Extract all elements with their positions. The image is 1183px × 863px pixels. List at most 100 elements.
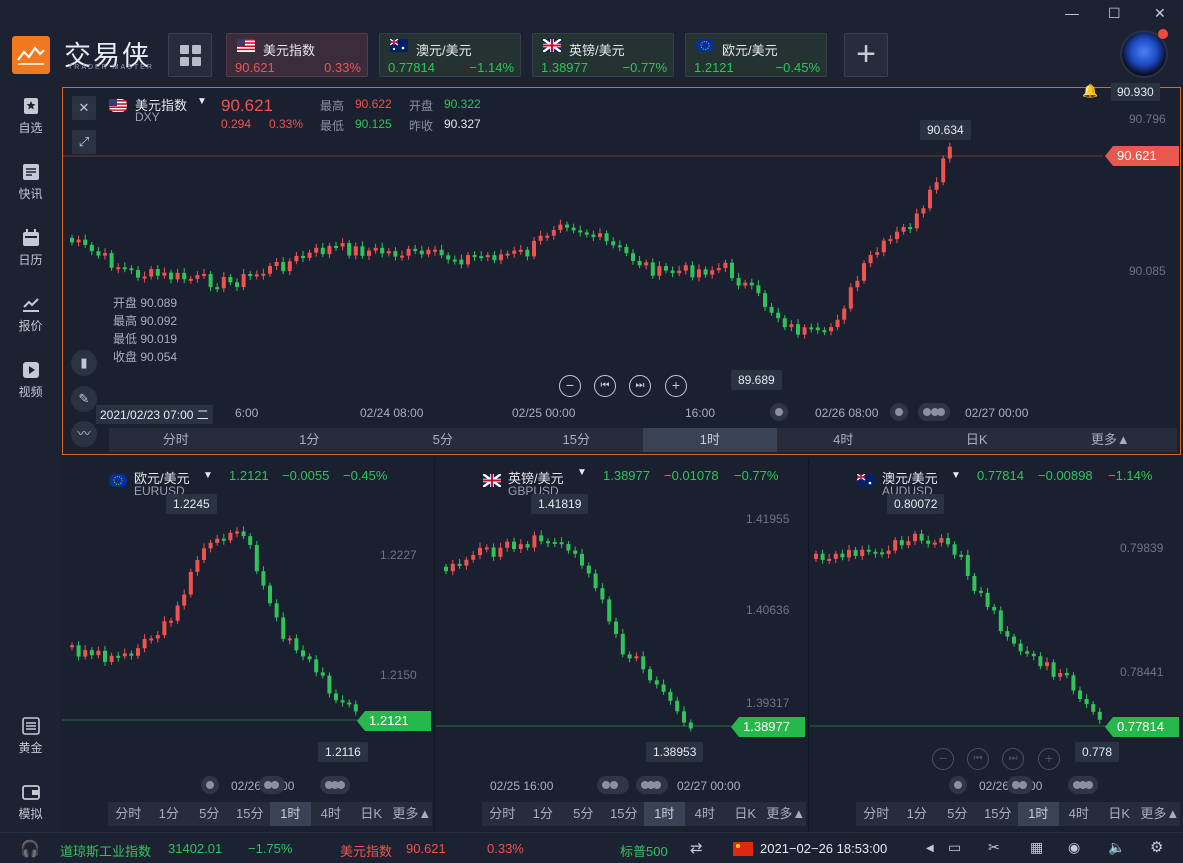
screen-off-icon[interactable]: ▭ xyxy=(948,839,962,855)
period-15m[interactable]: 15分 xyxy=(610,806,638,821)
event-dot-group[interactable] xyxy=(1068,776,1098,794)
period-daily[interactable]: 日K xyxy=(360,806,383,821)
period-4h[interactable]: 4时 xyxy=(833,432,854,447)
sidebar-item-gold[interactable]: 黄金 xyxy=(0,717,61,771)
sidebar-item-news[interactable]: 快讯 xyxy=(0,163,61,217)
zoom-out-button[interactable]: − xyxy=(932,748,954,770)
ticker-dji-name[interactable]: 道琼斯工业指数 xyxy=(60,844,152,859)
period-1h[interactable]: 1时 xyxy=(643,428,777,452)
period-more[interactable]: 更多▲ xyxy=(1090,432,1130,447)
chevron-down-icon[interactable]: ▼ xyxy=(203,470,213,481)
layout-grid-button[interactable] xyxy=(168,33,212,77)
event-dot-group[interactable] xyxy=(597,776,629,794)
rewind-button[interactable]: ⏮ xyxy=(967,748,989,770)
period-1m[interactable]: 1分 xyxy=(532,806,553,821)
instrument-name[interactable]: 欧元/美元 xyxy=(134,471,190,486)
event-dot-group[interactable] xyxy=(1007,776,1033,794)
tab-eurusd[interactable]: 欧元/美元 1.2121 −0.45% xyxy=(685,33,827,77)
instrument-name[interactable]: 英镑/美元 xyxy=(508,471,564,486)
tools-icon[interactable]: ✂ xyxy=(988,839,1000,855)
chevron-down-icon[interactable]: ▼ xyxy=(577,467,587,478)
close-button[interactable]: ✕ xyxy=(1154,5,1166,21)
period-1m[interactable]: 1分 xyxy=(299,432,320,447)
camera-icon[interactable]: ◉ xyxy=(1068,839,1081,855)
zoom-in-button[interactable]: + xyxy=(1038,748,1060,770)
indicator-icon[interactable]: 〰 xyxy=(71,421,97,447)
period-1m[interactable]: 1分 xyxy=(158,806,179,821)
headset-icon[interactable]: 🎧 xyxy=(20,841,40,858)
sidebar-item-quotes[interactable]: 报价 xyxy=(0,295,61,349)
period-5m[interactable]: 5分 xyxy=(432,432,453,447)
event-dot-group[interactable] xyxy=(636,776,668,794)
forward-button[interactable]: ⏭ xyxy=(1002,748,1024,770)
period-more[interactable]: 更多▲ xyxy=(1140,806,1180,821)
period-more[interactable]: 更多▲ xyxy=(392,806,432,821)
period-1m[interactable]: 1分 xyxy=(906,806,927,821)
sidebar-item-watchlist[interactable]: 自选 xyxy=(0,97,61,151)
event-dot-group[interactable] xyxy=(259,776,285,794)
period-15m[interactable]: 15分 xyxy=(236,806,264,821)
sidebar-item-simulation[interactable]: 模拟 xyxy=(0,783,61,837)
expand-icon[interactable]: ⤢ xyxy=(72,130,96,154)
event-dot[interactable] xyxy=(890,403,908,421)
period-timeshare[interactable]: 分时 xyxy=(162,432,189,447)
sidebar-item-video[interactable]: 视频 xyxy=(0,361,61,415)
period-5m[interactable]: 5分 xyxy=(199,806,220,821)
ticker-sp-name[interactable]: 标普500 xyxy=(620,844,668,859)
period-4h[interactable]: 4时 xyxy=(320,806,341,821)
eurusd-candlestick-chart[interactable] xyxy=(62,458,435,758)
period-1h[interactable]: 1时 xyxy=(270,802,311,826)
period-timeshare[interactable]: 分时 xyxy=(863,806,890,821)
bell-icon[interactable]: 🔔 xyxy=(1082,83,1099,98)
period-5m[interactable]: 5分 xyxy=(573,806,594,821)
candle xyxy=(307,252,312,258)
chevron-down-icon[interactable]: ▼ xyxy=(197,96,207,107)
calculator-icon[interactable]: ▦ xyxy=(1030,839,1044,855)
candle xyxy=(756,285,761,294)
period-1h[interactable]: 1时 xyxy=(644,802,685,826)
period-daily[interactable]: 日K xyxy=(1108,806,1131,821)
event-dot-group[interactable] xyxy=(918,403,950,421)
period-15m[interactable]: 15分 xyxy=(562,432,590,447)
instrument-name[interactable]: 澳元/美元 xyxy=(882,471,938,486)
play-icon[interactable]: ◀ xyxy=(926,843,934,854)
main-candlestick-chart[interactable] xyxy=(63,88,1123,388)
close-chart-button[interactable]: ✕ xyxy=(72,96,96,120)
candle-type-icon[interactable]: ▮ xyxy=(71,350,97,376)
mute-icon[interactable]: 🔈 xyxy=(1108,839,1126,855)
add-tab-button[interactable]: + xyxy=(844,33,888,77)
audusd-candlestick-chart[interactable] xyxy=(810,458,1183,758)
period-more[interactable]: 更多▲ xyxy=(766,806,806,821)
period-timeshare[interactable]: 分时 xyxy=(115,806,142,821)
zoom-in-button[interactable]: + xyxy=(665,375,687,397)
maximize-button[interactable]: ☐ xyxy=(1108,5,1121,21)
tab-dxy[interactable]: 美元指数 90.621 0.33% xyxy=(226,33,368,77)
period-1h[interactable]: 1时 xyxy=(1018,802,1059,826)
event-dot[interactable] xyxy=(949,776,967,794)
period-timeshare[interactable]: 分时 xyxy=(489,806,516,821)
minimize-button[interactable]: — xyxy=(1065,5,1079,21)
event-dot-group[interactable] xyxy=(320,776,350,794)
ticker-dxy-name[interactable]: 美元指数 xyxy=(340,844,393,859)
draw-pencil-icon[interactable]: ✎ xyxy=(71,386,97,412)
settings-icon[interactable]: ⚙ xyxy=(1150,839,1164,856)
period-daily[interactable]: 日K xyxy=(734,806,757,821)
period-15m[interactable]: 15分 xyxy=(984,806,1012,821)
tab-audusd[interactable]: 澳元/美元 0.77814 −1.14% xyxy=(379,33,521,77)
period-4h[interactable]: 4时 xyxy=(1068,806,1089,821)
period-daily[interactable]: 日K xyxy=(965,432,988,447)
period-5m[interactable]: 5分 xyxy=(947,806,968,821)
tab-gbpusd[interactable]: 英镑/美元 1.38977 −0.77% xyxy=(532,33,674,77)
rewind-button[interactable]: ⏮ xyxy=(594,375,616,397)
translate-icon[interactable]: ⇄ xyxy=(690,840,703,857)
instrument-name[interactable]: 美元指数 xyxy=(135,98,188,113)
candle xyxy=(492,255,497,261)
event-dot[interactable] xyxy=(770,403,788,421)
forward-button[interactable]: ⏭ xyxy=(629,375,651,397)
period-4h[interactable]: 4时 xyxy=(694,806,715,821)
zoom-out-button[interactable]: − xyxy=(559,375,581,397)
sidebar-item-calendar[interactable]: 日历 xyxy=(0,229,61,283)
gbpusd-candlestick-chart[interactable] xyxy=(436,458,809,758)
event-dot[interactable] xyxy=(201,776,219,794)
chevron-down-icon[interactable]: ▼ xyxy=(951,470,961,481)
